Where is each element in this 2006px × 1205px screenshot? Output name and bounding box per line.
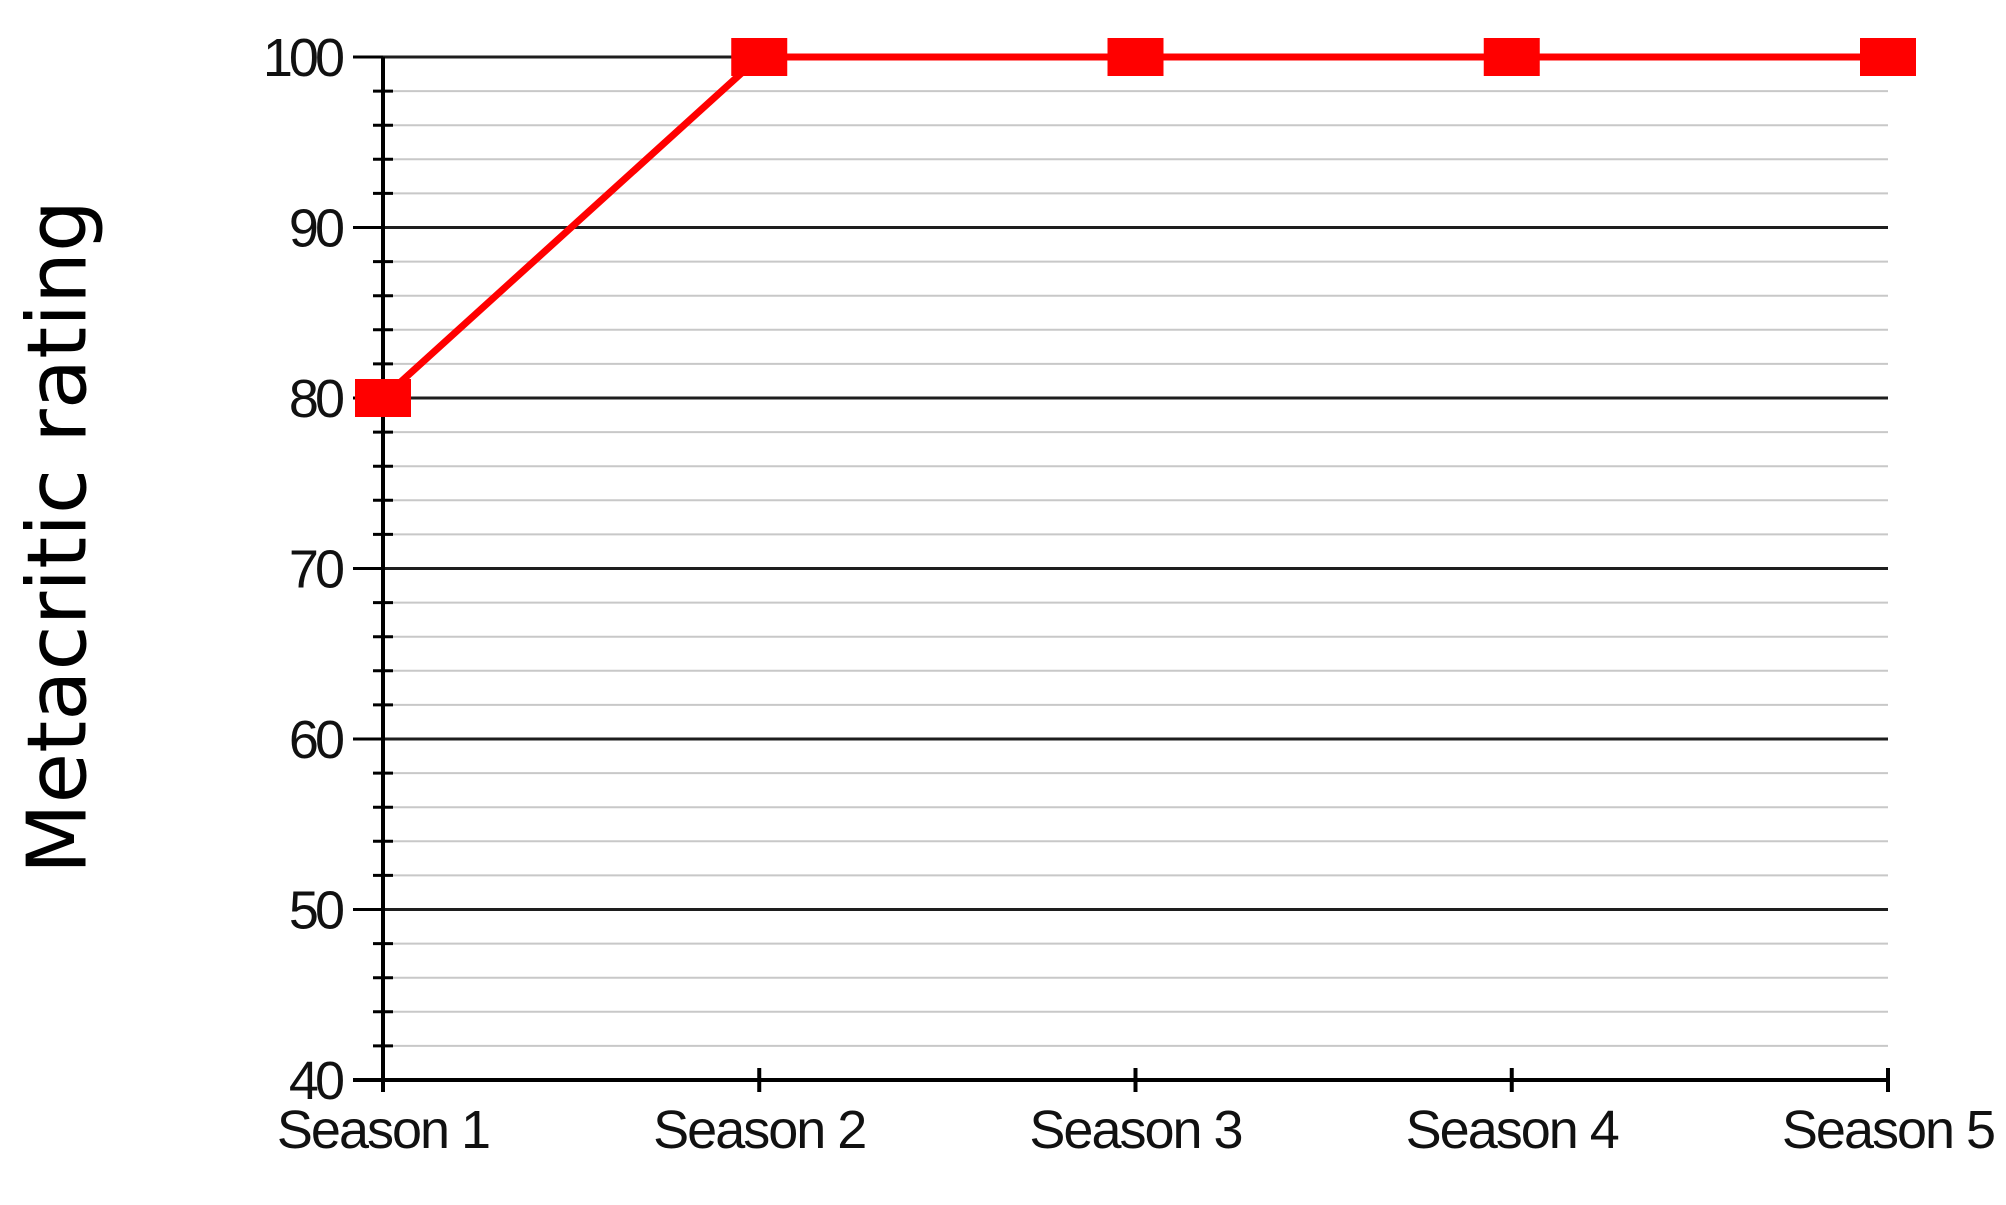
data-point-marker: [1860, 38, 1916, 76]
x-tick-label: Season 2: [653, 1100, 865, 1160]
x-tick-label: Season 1: [277, 1100, 489, 1160]
y-tick-label: 100: [263, 28, 343, 88]
y-tick-label: 40: [289, 1051, 343, 1111]
y-axis-title: Metacritic rating: [10, 199, 106, 875]
y-tick-label: 60: [289, 710, 343, 770]
data-point-marker: [1107, 38, 1164, 76]
y-tick-label: 90: [289, 199, 343, 259]
x-tick-label: Season 3: [1029, 1100, 1241, 1160]
data-point-marker: [1483, 38, 1540, 76]
y-axis-title-container: Metacritic rating: [0, 0, 120, 1200]
data-point-marker: [731, 38, 788, 76]
y-tick-label: 50: [289, 881, 343, 941]
y-tick-label: 70: [289, 540, 343, 600]
x-tick-label: Season 5: [1782, 1100, 1994, 1160]
x-tick-label: Season 4: [1406, 1100, 1619, 1160]
y-tick-label: 80: [289, 369, 343, 429]
data-point-marker: [355, 379, 411, 417]
